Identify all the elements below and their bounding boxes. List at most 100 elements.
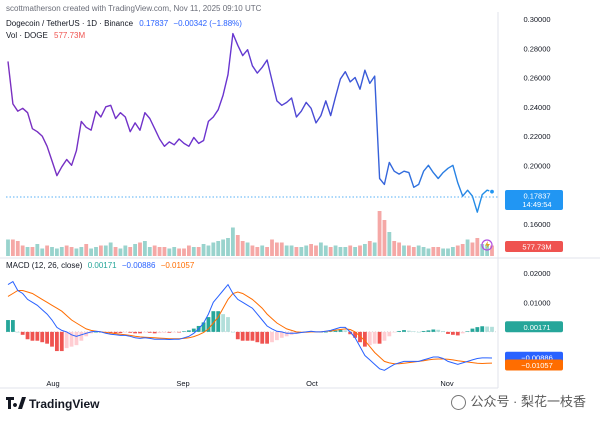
macd-hist-bar[interactable]: [270, 331, 274, 343]
last-price-marker[interactable]: [489, 188, 495, 195]
macd-hist-bar[interactable]: [392, 331, 397, 333]
macd-hist-bar[interactable]: [69, 331, 74, 347]
macd-hist-bar[interactable]: [402, 330, 406, 332]
macd-hist-bar[interactable]: [20, 331, 25, 335]
volume-bar[interactable]: [441, 248, 446, 257]
volume-bar[interactable]: [84, 244, 89, 256]
volume-bar[interactable]: [323, 245, 328, 257]
volume-bar[interactable]: [274, 242, 279, 257]
macd-hist-bar[interactable]: [162, 331, 167, 333]
volume-bar[interactable]: [45, 245, 50, 257]
macd-hist-bar[interactable]: [59, 331, 64, 352]
macd-hist-bar[interactable]: [333, 330, 338, 332]
macd-hist-bar[interactable]: [45, 331, 50, 344]
macd-hist-bar[interactable]: [358, 331, 362, 343]
macd-hist-bar[interactable]: [108, 331, 113, 334]
macd-hist-bar[interactable]: [50, 331, 54, 347]
volume-bar[interactable]: [235, 235, 240, 256]
macd-hist-bar[interactable]: [470, 328, 475, 332]
volume-bar[interactable]: [113, 247, 118, 256]
volume-bar[interactable]: [304, 245, 309, 257]
macd-hist-bar[interactable]: [240, 331, 245, 341]
volume-bar[interactable]: [74, 248, 79, 257]
volume-bar[interactable]: [59, 247, 64, 256]
volume-bar[interactable]: [446, 248, 450, 257]
macd-hist-bar[interactable]: [157, 331, 162, 334]
volume-bar[interactable]: [255, 247, 260, 256]
macd-hist-bar[interactable]: [377, 331, 382, 344]
volume-bar[interactable]: [372, 242, 377, 257]
volume-bar[interactable]: [172, 247, 177, 256]
macd-hist-bar[interactable]: [138, 331, 142, 334]
macd-hist-bar[interactable]: [54, 331, 59, 352]
macd-hist-bar[interactable]: [475, 327, 480, 332]
macd-hist-bar[interactable]: [411, 331, 416, 332]
volume-bar[interactable]: [98, 245, 103, 257]
volume-bar[interactable]: [64, 245, 69, 257]
volume-bar[interactable]: [69, 247, 74, 256]
macd-hist-bar[interactable]: [372, 331, 377, 344]
macd-hist-bar[interactable]: [201, 322, 206, 332]
volume-bar[interactable]: [128, 247, 133, 256]
volume-bar[interactable]: [475, 238, 480, 256]
volume-bar[interactable]: [362, 244, 367, 256]
volume-bar[interactable]: [333, 245, 338, 257]
macd-hist-bar[interactable]: [446, 331, 450, 334]
volume-bar[interactable]: [138, 242, 142, 257]
volume-bar[interactable]: [358, 245, 362, 257]
volume-label[interactable]: Vol · DOGE: [6, 31, 48, 40]
macd-hist-bar[interactable]: [186, 330, 191, 332]
volume-bar[interactable]: [20, 245, 25, 257]
macd-hist-bar[interactable]: [147, 331, 152, 333]
volume-bar[interactable]: [157, 247, 162, 256]
volume-bar[interactable]: [270, 239, 274, 257]
volume-bar[interactable]: [411, 247, 416, 256]
macd-hist-bar[interactable]: [294, 331, 299, 334]
macd-hist-bar[interactable]: [113, 331, 118, 334]
macd-line[interactable]: [7, 280, 493, 371]
macd-hist-bar[interactable]: [465, 331, 470, 332]
volume-bar[interactable]: [470, 242, 475, 257]
volume-bar[interactable]: [377, 211, 382, 256]
volume-bar[interactable]: [35, 244, 40, 256]
macd-hist-bar[interactable]: [64, 331, 69, 349]
macd-hist-bar[interactable]: [323, 331, 328, 333]
macd-hist-bar[interactable]: [274, 331, 279, 341]
volume-bar[interactable]: [108, 242, 113, 257]
alert-bolt-icon[interactable]: [481, 239, 493, 251]
volume-bar[interactable]: [421, 247, 426, 256]
volume-bar[interactable]: [50, 247, 54, 256]
macd-hist-bar[interactable]: [133, 331, 138, 334]
macd-hist-bar[interactable]: [362, 331, 367, 347]
volume-bar[interactable]: [221, 239, 226, 257]
volume-bar[interactable]: [367, 241, 372, 256]
volume-bar[interactable]: [177, 248, 182, 257]
volume-bar[interactable]: [279, 242, 284, 257]
volume-bar[interactable]: [201, 244, 206, 256]
volume-bar[interactable]: [402, 245, 406, 257]
macd-hist-bar[interactable]: [431, 329, 436, 332]
volume-bar[interactable]: [30, 247, 35, 256]
macd-hist-bar[interactable]: [416, 331, 421, 333]
volume-bar[interactable]: [289, 245, 294, 257]
volume-bar[interactable]: [147, 247, 152, 256]
volume-bar[interactable]: [133, 244, 138, 256]
volume-bar[interactable]: [294, 247, 299, 256]
macd-hist-bar[interactable]: [230, 331, 235, 333]
volume-bar[interactable]: [318, 242, 323, 257]
macd-hist-bar[interactable]: [279, 331, 284, 338]
macd-hist-bar[interactable]: [367, 331, 372, 346]
macd-hist-bar[interactable]: [211, 311, 216, 332]
volume-bar[interactable]: [182, 248, 186, 257]
volume-bar[interactable]: [89, 248, 94, 257]
macd-hist-bar[interactable]: [79, 331, 84, 341]
macd-hist-bar[interactable]: [455, 331, 460, 336]
macd-hist-bar[interactable]: [226, 317, 230, 332]
macd-hist-bar[interactable]: [152, 331, 157, 334]
volume-bar[interactable]: [343, 247, 348, 256]
macd-hist-bar[interactable]: [250, 331, 255, 341]
macd-hist-bar[interactable]: [142, 331, 147, 333]
volume-bar[interactable]: [397, 242, 402, 257]
macd-hist-bar[interactable]: [6, 320, 10, 332]
